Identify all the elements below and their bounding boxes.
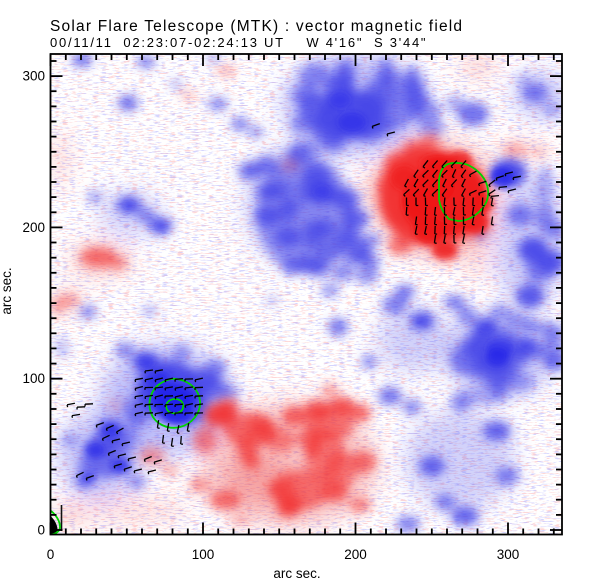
svg-text:Solar Flare Telescope (MTK) :: Solar Flare Telescope (MTK) : vector mag… <box>50 18 463 35</box>
svg-text:0: 0 <box>47 547 55 562</box>
svg-text:300: 300 <box>497 547 520 562</box>
svg-text:100: 100 <box>192 547 215 562</box>
svg-text:100: 100 <box>22 371 45 386</box>
svg-text:200: 200 <box>344 547 367 562</box>
svg-text:00/11/11 02:23:07-02:24:13 UT: 00/11/11 02:23:07-02:24:13 UT W 4'16" S … <box>50 35 427 50</box>
svg-text:arc sec.: arc sec. <box>0 267 14 314</box>
svg-text:0: 0 <box>37 523 45 538</box>
svg-text:300: 300 <box>22 69 45 84</box>
svg-text:200: 200 <box>22 220 45 235</box>
svg-text:arc sec.: arc sec. <box>273 566 320 581</box>
